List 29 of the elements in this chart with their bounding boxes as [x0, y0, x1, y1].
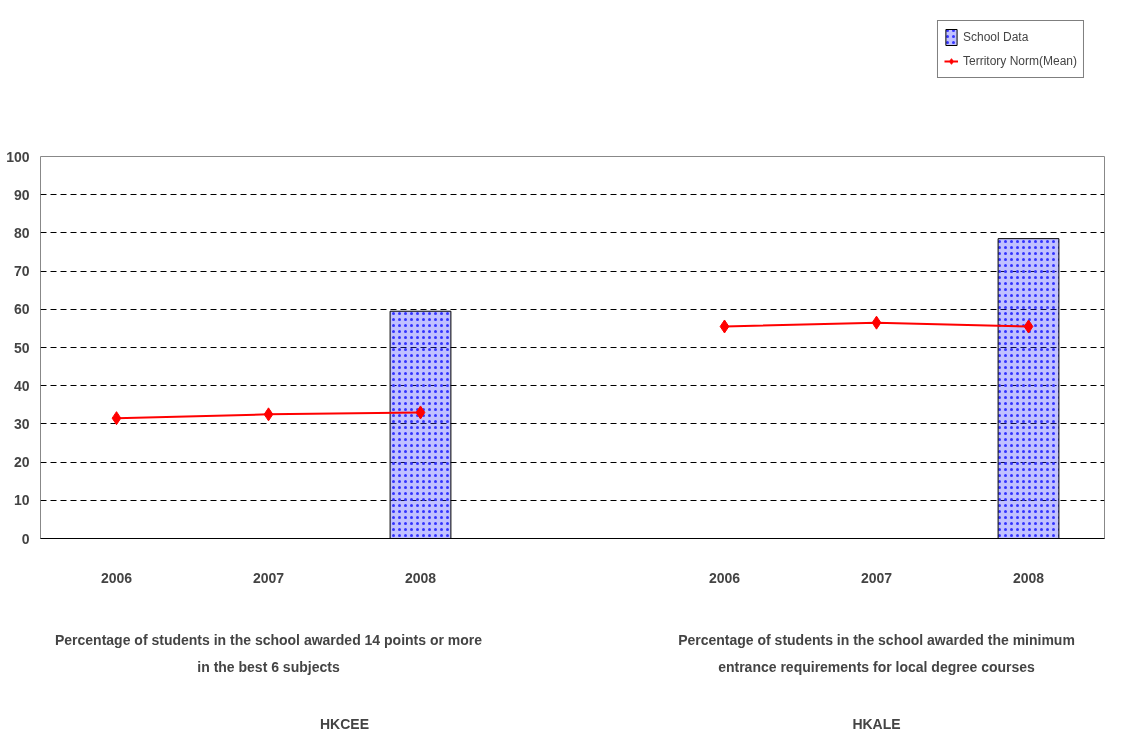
text: Percentage of students in the school awarded the minimum entrance requirements for local degree courses — [678, 631, 1075, 676]
point — [871, 315, 882, 330]
point — [415, 405, 426, 420]
point — [1023, 319, 1034, 334]
y-tick-label: 0 — [21, 530, 30, 547]
y-tick-label: 90 — [13, 186, 30, 203]
x-tick-label: 2007 — [252, 569, 285, 586]
y-tick-label: 10 — [13, 492, 30, 509]
legend-label: Territory Norm(Mean) — [962, 54, 1077, 68]
x-tick-label: 2006 — [100, 569, 133, 586]
text: Percentage of students in the school awarded 14 points or more in the best 6 subjects — [54, 631, 483, 676]
text: HKCEE — [320, 715, 370, 732]
y-tick-label: 70 — [13, 263, 30, 280]
x-tick-label: 2007 — [860, 569, 893, 586]
y-tick-label: 20 — [13, 454, 30, 471]
y-tick-label: 40 — [13, 377, 30, 394]
point — [719, 319, 730, 334]
y-tick-label: 30 — [13, 415, 30, 432]
text: HKALE — [852, 715, 901, 732]
point — [111, 411, 122, 426]
y-tick-label: 50 — [13, 339, 30, 356]
y-tick-label: 100 — [6, 148, 30, 165]
x-tick-label: 2008 — [1012, 569, 1045, 586]
legend-label: School Data — [962, 30, 1029, 44]
y-tick-label: 60 — [13, 301, 30, 318]
x-tick-label: 2006 — [708, 569, 741, 586]
x-tick-label: 2008 — [404, 569, 437, 586]
point — [263, 407, 274, 422]
y-tick-label: 80 — [13, 224, 30, 241]
